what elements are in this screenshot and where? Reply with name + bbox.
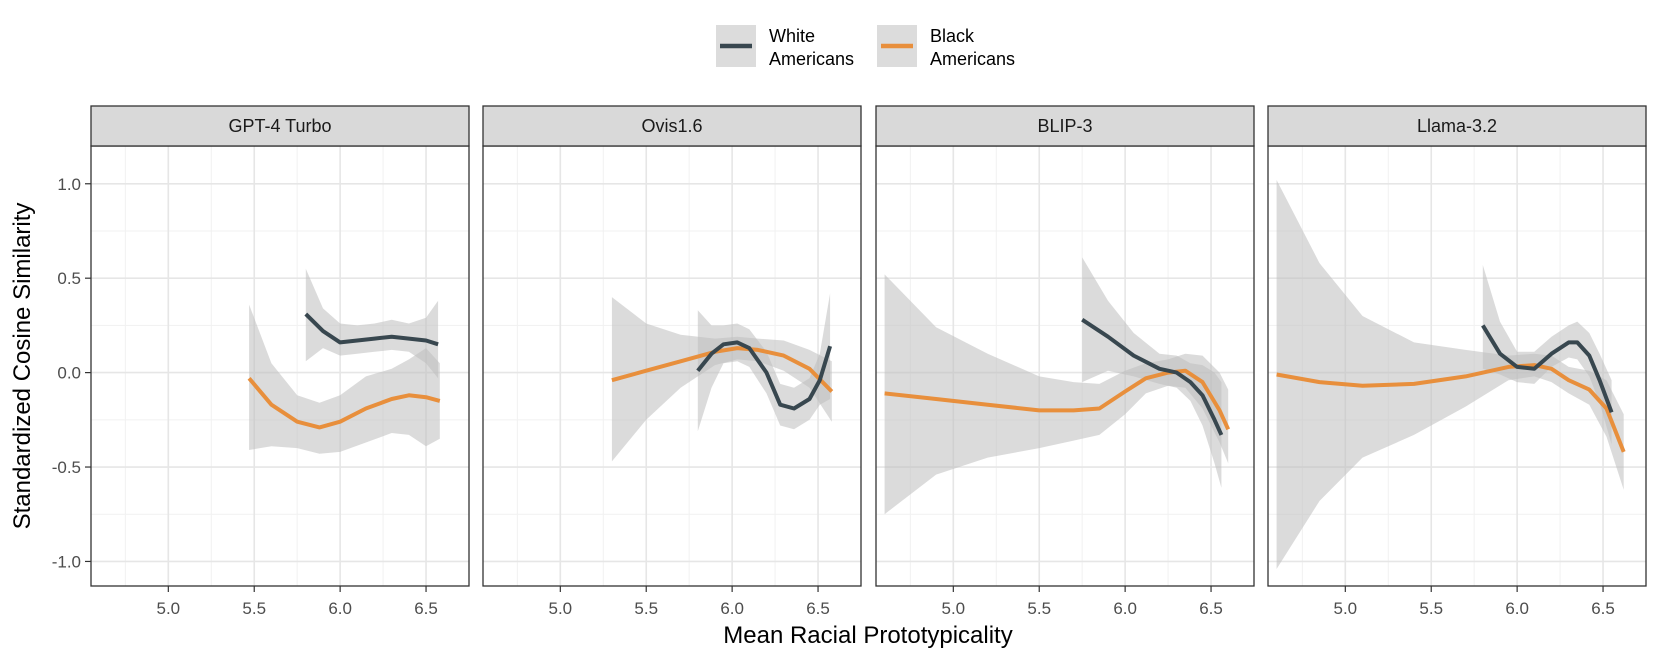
strip-label: GPT-4 Turbo (228, 116, 331, 136)
panel-blip-3: BLIP-3 5.0 5.5 6.0 6.5 (875, 105, 1255, 618)
x-axis-title: Mean Racial Prototypicality (723, 622, 1012, 649)
x-tick-label: 6.5 (1199, 599, 1223, 618)
x-tick-label: 5.5 (242, 599, 266, 618)
x-tick-label: 6.0 (720, 599, 744, 618)
series-line-white (304, 312, 439, 347)
confidence-band-black (884, 274, 1229, 515)
confidence-band-white (305, 268, 439, 379)
confidence-band-black (611, 297, 832, 462)
confidence-band-white (1482, 265, 1612, 445)
legend-label-line2: Americans (930, 49, 1015, 69)
y-tick-label: -0.5 (52, 458, 81, 477)
strip-label: Llama-3.2 (1417, 116, 1497, 136)
strip-background (875, 105, 1255, 147)
confidence-band-black (249, 304, 440, 454)
strip-background (90, 105, 470, 147)
x-tick-label: 6.5 (414, 599, 438, 618)
x-tick-label: 5.0 (548, 599, 572, 618)
confidence-band-white (697, 293, 831, 432)
x-tick-label: 6.5 (1591, 599, 1615, 618)
x-tick-label: 6.5 (806, 599, 830, 618)
y-tick-label: -1.0 (52, 552, 81, 571)
x-tick-label: 5.5 (1419, 599, 1443, 618)
legend-item-white: White Americans (716, 25, 854, 69)
y-tick-label: 1.0 (57, 175, 81, 194)
series-line-black (247, 377, 441, 430)
series-line-black (884, 368, 1231, 431)
x-tick-label: 5.5 (1027, 599, 1051, 618)
panel-ovis1-6: Ovis1.6 5.0 5.5 6.0 6.5 (482, 105, 862, 618)
strip-background (482, 105, 862, 147)
x-tick-label: 5.5 (634, 599, 658, 618)
panel-gpt-4-turbo: GPT-4 Turbo 5.0 5.5 6.0 6.5 1.0 0.5 0.0 -0.5 -1.0 (52, 105, 470, 618)
legend-item-black: Black Americans (877, 25, 1015, 69)
x-tick-label: 5.0 (941, 599, 965, 618)
x-tick-label: 6.0 (328, 599, 352, 618)
x-tick-label: 6.0 (1505, 599, 1529, 618)
confidence-band-white (1082, 257, 1222, 488)
legend-label-line1: White (769, 26, 815, 46)
facet-panels: GPT-4 Turbo 5.0 5.5 6.0 6.5 1.0 0.5 0.0 -0.5 -1.0… (52, 105, 1647, 618)
panel-llama-3-2: Llama-3.2 5.0 5.5 6.0 6.5 (1267, 105, 1647, 618)
series-line-white (696, 340, 833, 411)
series-line-white (1481, 324, 1614, 414)
legend-label-line1: Black (930, 26, 975, 46)
strip-label: Ovis1.6 (641, 116, 702, 136)
legend-label-line2: Americans (769, 49, 854, 69)
series-line-black (611, 346, 834, 393)
confidence-band-black (1276, 180, 1624, 569)
y-axis-title: Standardized Cosine Similarity (9, 203, 36, 530)
strip-background (1267, 105, 1647, 147)
y-tick-label: 0.5 (57, 269, 81, 288)
x-tick-label: 5.0 (1333, 599, 1357, 618)
series-line-white (1081, 318, 1224, 436)
x-tick-label: 5.0 (156, 599, 180, 618)
legend: White Americans Black Americans (716, 25, 1015, 69)
y-tick-label: 0.0 (57, 364, 81, 383)
x-tick-label: 6.0 (1113, 599, 1137, 618)
strip-label: BLIP-3 (1037, 116, 1092, 136)
